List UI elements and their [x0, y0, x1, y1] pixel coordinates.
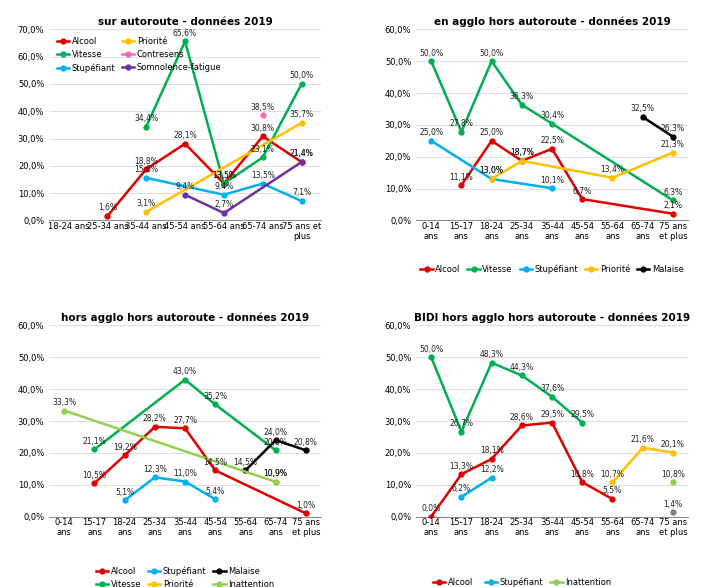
Text: 10,7%: 10,7%	[600, 470, 625, 479]
Text: 37,6%: 37,6%	[540, 384, 564, 393]
Text: 50,0%: 50,0%	[479, 49, 504, 58]
Text: 21,1%: 21,1%	[83, 437, 106, 446]
Text: 13,3%: 13,3%	[449, 461, 473, 471]
Text: 28,6%: 28,6%	[510, 413, 534, 422]
Text: 13,5%: 13,5%	[212, 171, 236, 180]
Text: 29,5%: 29,5%	[540, 410, 564, 419]
Text: 11,1%: 11,1%	[449, 173, 473, 181]
Text: 34,4%: 34,4%	[134, 114, 158, 123]
Text: 13,4%: 13,4%	[600, 165, 625, 174]
Text: 35,7%: 35,7%	[289, 110, 314, 119]
Text: 10,9%: 10,9%	[264, 469, 288, 478]
Text: 13,5%: 13,5%	[251, 171, 274, 180]
Text: 10,8%: 10,8%	[661, 470, 684, 478]
Text: 15,6%: 15,6%	[134, 166, 158, 174]
Text: 14,5%: 14,5%	[204, 458, 227, 467]
Text: 27,8%: 27,8%	[449, 119, 473, 129]
Text: 32,5%: 32,5%	[630, 104, 655, 113]
Title: BIDI hors agglo hors autoroute - données 2019: BIDI hors agglo hors autoroute - données…	[414, 313, 690, 323]
Title: hors agglo hors autoroute - données 2019: hors agglo hors autoroute - données 2019	[61, 313, 309, 323]
Text: 0,0%: 0,0%	[422, 504, 441, 513]
Text: 11,0%: 11,0%	[173, 469, 197, 478]
Text: 13,5%: 13,5%	[212, 171, 236, 180]
Text: 26,7%: 26,7%	[449, 419, 473, 428]
Text: 7,1%: 7,1%	[292, 188, 311, 197]
Text: 12,2%: 12,2%	[479, 465, 503, 474]
Text: 13,0%: 13,0%	[479, 167, 503, 176]
Text: 9,4%: 9,4%	[176, 182, 194, 191]
Text: 36,3%: 36,3%	[510, 92, 534, 102]
Text: 21,3%: 21,3%	[661, 140, 684, 149]
Text: 23,1%: 23,1%	[251, 145, 274, 154]
Text: 21,6%: 21,6%	[630, 435, 654, 444]
Text: 24,0%: 24,0%	[264, 427, 288, 437]
Text: 10,9%: 10,9%	[264, 469, 288, 478]
Text: 5,4%: 5,4%	[206, 487, 225, 496]
Text: 6,7%: 6,7%	[573, 187, 592, 195]
Text: 18,7%: 18,7%	[510, 149, 534, 157]
Text: 1,4%: 1,4%	[663, 500, 682, 508]
Text: 25,0%: 25,0%	[479, 128, 503, 137]
Text: 2,7%: 2,7%	[214, 201, 234, 210]
Text: 25,0%: 25,0%	[419, 128, 443, 137]
Text: 6,2%: 6,2%	[452, 484, 471, 493]
Text: 12,3%: 12,3%	[143, 465, 167, 474]
Text: 43,0%: 43,0%	[173, 367, 197, 376]
Text: 18,7%: 18,7%	[510, 149, 534, 157]
Text: 22,5%: 22,5%	[540, 136, 564, 145]
Text: 18,1%: 18,1%	[479, 446, 503, 456]
Text: 44,3%: 44,3%	[510, 363, 534, 372]
Text: 48,3%: 48,3%	[479, 350, 503, 359]
Text: 28,1%: 28,1%	[173, 131, 197, 140]
Text: 20,8%: 20,8%	[294, 438, 318, 447]
Text: 35,2%: 35,2%	[204, 392, 227, 401]
Text: 30,4%: 30,4%	[540, 111, 564, 120]
Text: 3,1%: 3,1%	[137, 200, 156, 208]
Text: 50,0%: 50,0%	[419, 345, 443, 354]
Text: 26,3%: 26,3%	[661, 124, 685, 133]
Legend: Alcool, Vitesse, Stupéfiant, Priorité, Contresens, Somnolence-fatigue: Alcool, Vitesse, Stupéfiant, Priorité, C…	[53, 33, 225, 76]
Text: 30,8%: 30,8%	[251, 124, 274, 133]
Legend: Alcool, Vitesse, Stupéfiant, Priorité, Malaise: Alcool, Vitesse, Stupéfiant, Priorité, M…	[417, 261, 687, 278]
Text: 29,5%: 29,5%	[570, 410, 595, 419]
Text: 20,8%: 20,8%	[264, 438, 288, 447]
Title: en agglo hors autoroute - données 2019: en agglo hors autoroute - données 2019	[434, 16, 670, 27]
Text: 5,5%: 5,5%	[603, 487, 622, 495]
Legend: Alcool, Vitesse, Stupéfiant, Priorité, Inattention, Dépassement dangereux: Alcool, Vitesse, Stupéfiant, Priorité, I…	[430, 574, 675, 587]
Text: 5,1%: 5,1%	[115, 488, 134, 497]
Text: 10,5%: 10,5%	[82, 471, 107, 480]
Text: 18,8%: 18,8%	[134, 157, 158, 166]
Title: sur autoroute - données 2019: sur autoroute - données 2019	[98, 17, 272, 27]
Text: 19,2%: 19,2%	[113, 443, 137, 452]
Text: 28,2%: 28,2%	[143, 414, 167, 423]
Text: 6,3%: 6,3%	[663, 188, 682, 197]
Text: 9,4%: 9,4%	[214, 182, 234, 191]
Text: 13,0%: 13,0%	[479, 167, 503, 176]
Text: 1,0%: 1,0%	[296, 501, 315, 510]
Text: 65,6%: 65,6%	[173, 29, 197, 38]
Text: 21,4%: 21,4%	[290, 150, 314, 158]
Text: 50,0%: 50,0%	[419, 49, 443, 58]
Text: 20,1%: 20,1%	[661, 440, 684, 449]
Text: 33,3%: 33,3%	[52, 398, 77, 407]
Text: 38,5%: 38,5%	[251, 103, 274, 112]
Text: 27,7%: 27,7%	[173, 416, 197, 425]
Text: 1,6%: 1,6%	[98, 204, 117, 212]
Text: 10,1%: 10,1%	[540, 176, 564, 185]
Text: 21,4%: 21,4%	[290, 150, 314, 158]
Text: 2,1%: 2,1%	[663, 201, 682, 210]
Text: 10,8%: 10,8%	[570, 470, 594, 478]
Text: 14,5%: 14,5%	[234, 458, 258, 467]
Legend: Alcool, Vitesse, Stupéfiant, Priorité, Malaise, Inattention: Alcool, Vitesse, Stupéfiant, Priorité, M…	[93, 564, 278, 587]
Text: 50,0%: 50,0%	[289, 72, 314, 80]
